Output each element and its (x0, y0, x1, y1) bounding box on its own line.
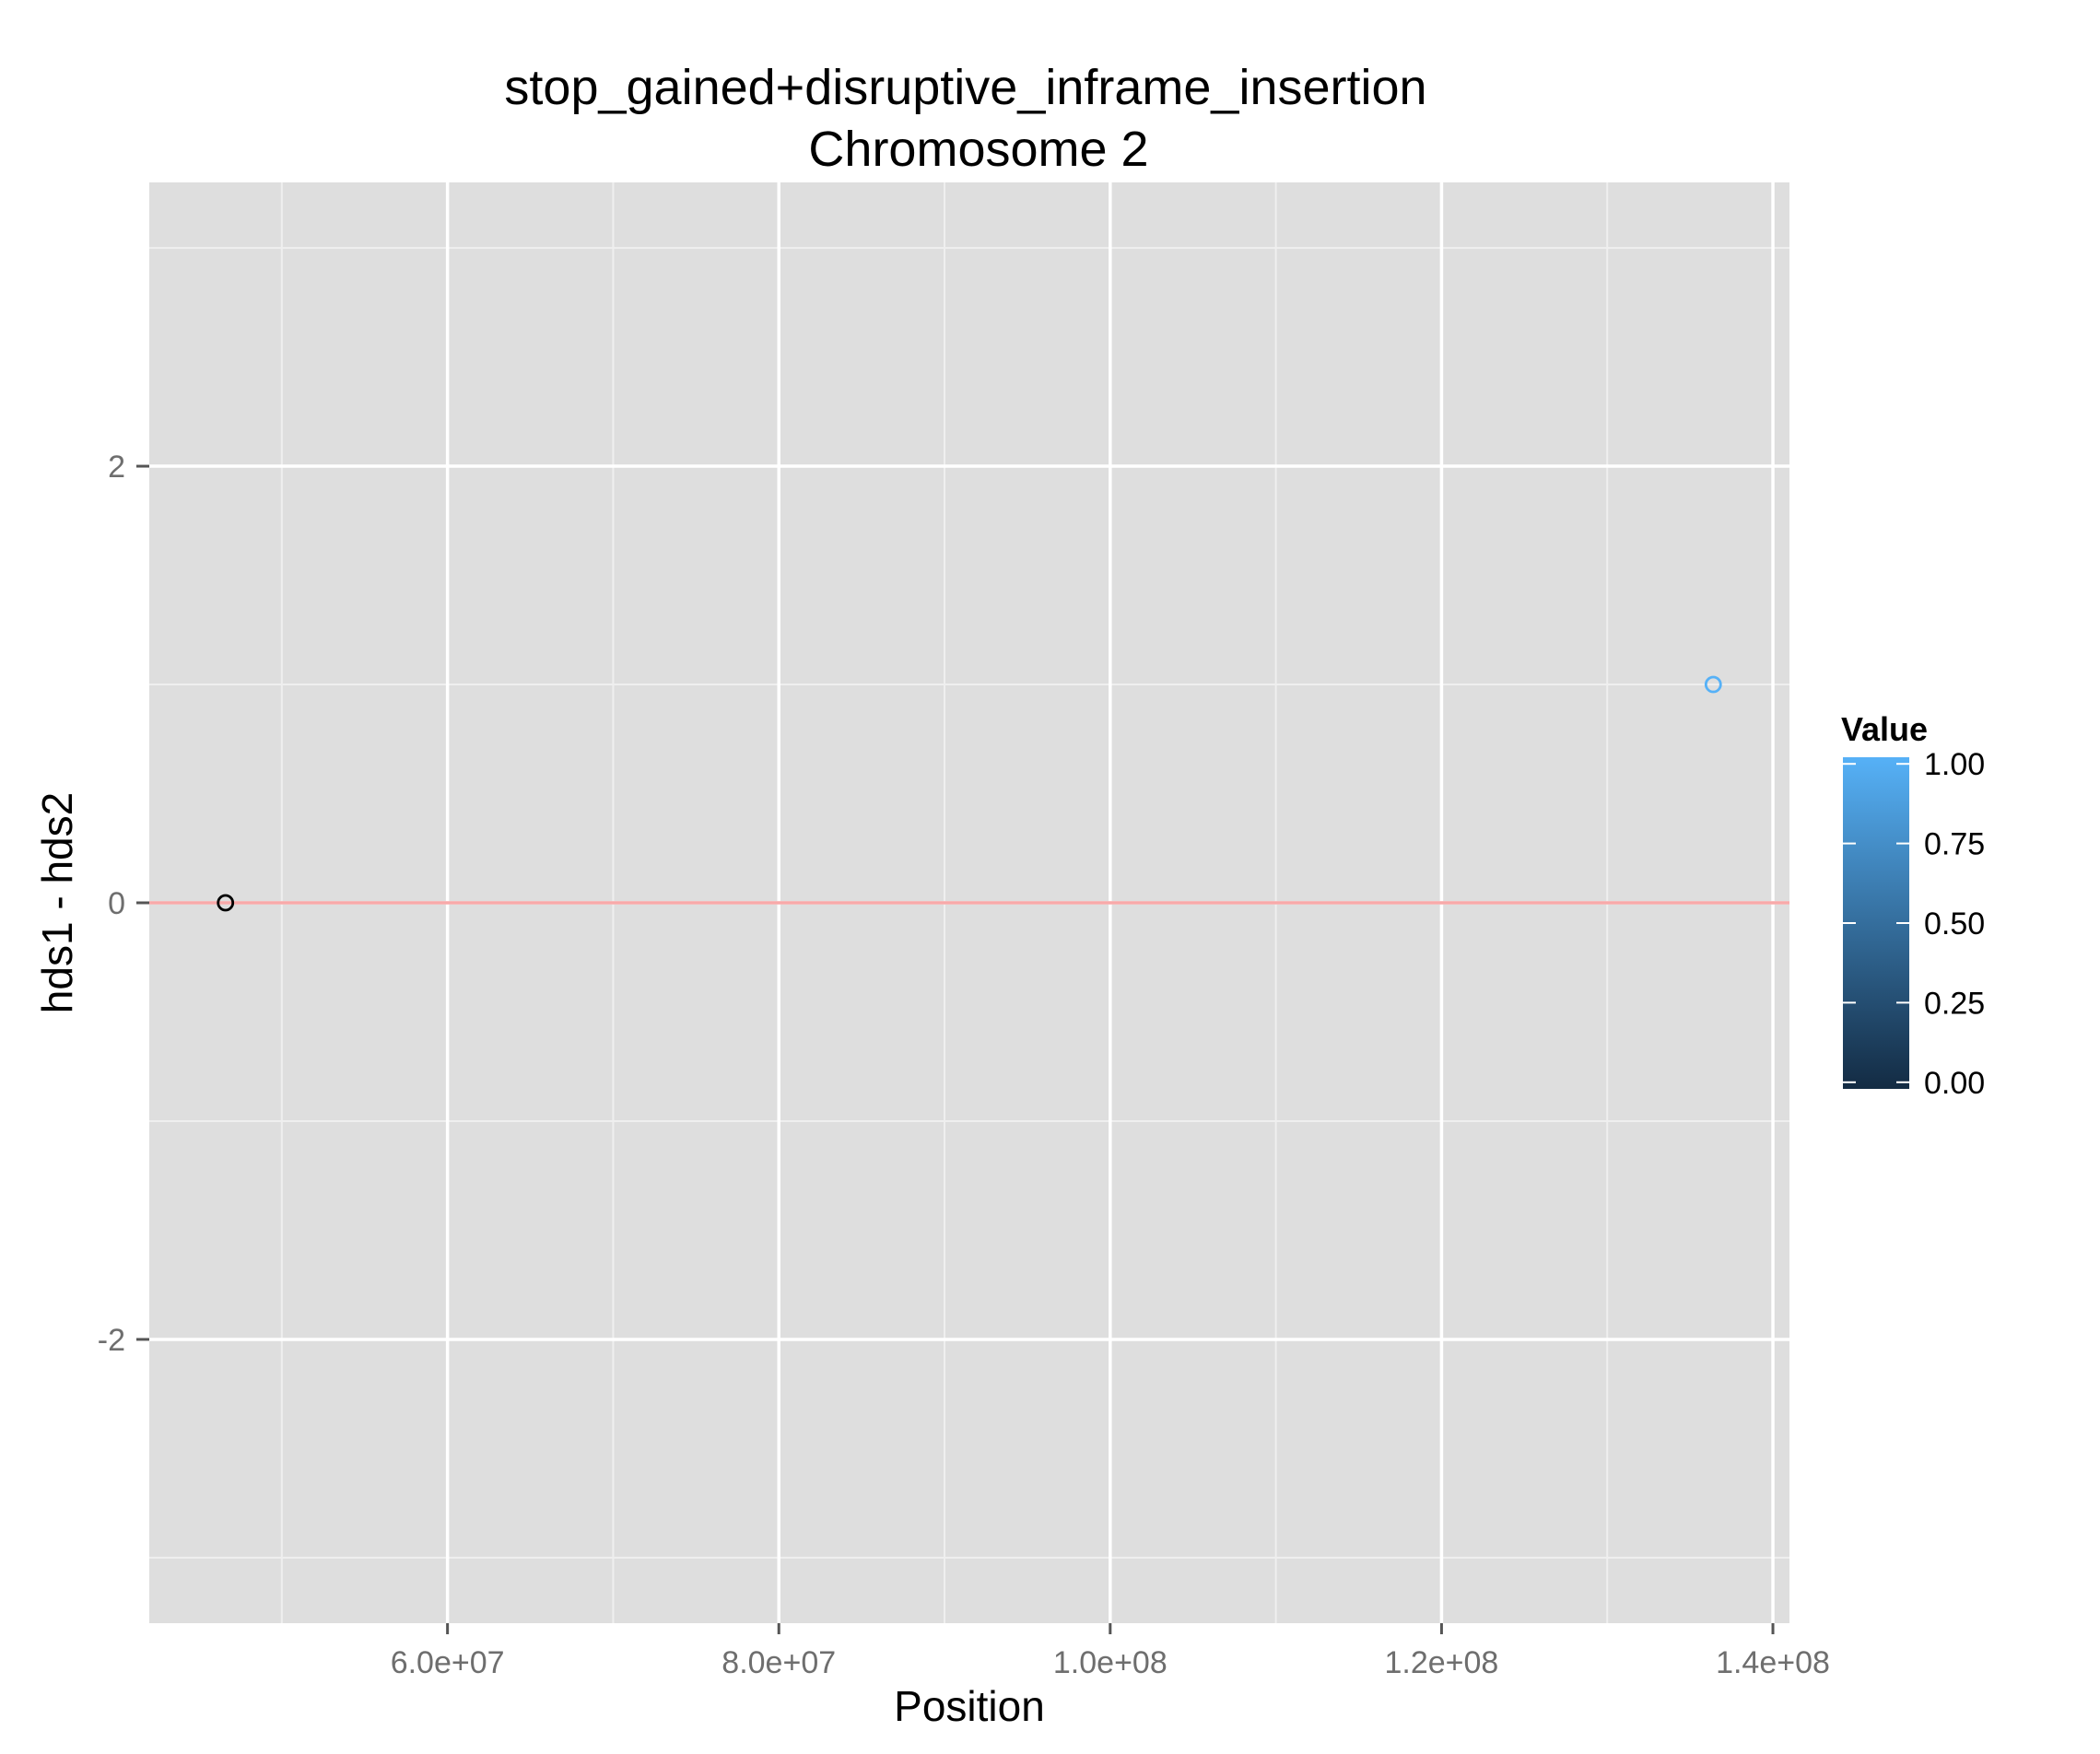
legend: Value 1.00 0.75 0.50 0.25 0.00 (1841, 710, 1985, 1101)
y-axis-label: hds1 - hds2 (33, 792, 81, 1013)
y-axis: -2 0 2 (98, 450, 149, 1358)
x-axis-label: Position (894, 1682, 1045, 1730)
legend-tick-label: 0.00 (1924, 1066, 1985, 1101)
y-tick-label: 0 (108, 886, 125, 921)
legend-title: Value (1841, 710, 1928, 748)
chart-title: stop_gained+disruptive_inframe_insertion (504, 60, 1426, 115)
chart-subtitle: Chromosome 2 (808, 122, 1148, 177)
x-tick-label: 1.4e+08 (1716, 1645, 1830, 1680)
data-point (1704, 675, 1722, 694)
x-axis: 6.0e+07 8.0e+07 1.0e+08 1.2e+08 1.4e+08 (391, 1623, 1830, 1680)
legend-tick-label: 0.50 (1924, 906, 1985, 941)
legend-ticks: 1.00 0.75 0.50 0.25 0.00 (1843, 747, 1985, 1101)
legend-tick-label: 1.00 (1924, 747, 1985, 782)
x-tick-label: 6.0e+07 (391, 1645, 505, 1680)
y-tick-label: 2 (108, 450, 125, 485)
x-tick-label: 8.0e+07 (722, 1645, 836, 1680)
x-tick-label: 1.2e+08 (1384, 1645, 1498, 1680)
y-tick-label: -2 (98, 1323, 125, 1358)
legend-tick-label: 0.25 (1924, 986, 1985, 1021)
data-point (217, 894, 235, 912)
legend-tick-label: 0.75 (1924, 827, 1985, 862)
x-tick-label: 1.0e+08 (1053, 1645, 1167, 1680)
data-points (217, 675, 1722, 912)
